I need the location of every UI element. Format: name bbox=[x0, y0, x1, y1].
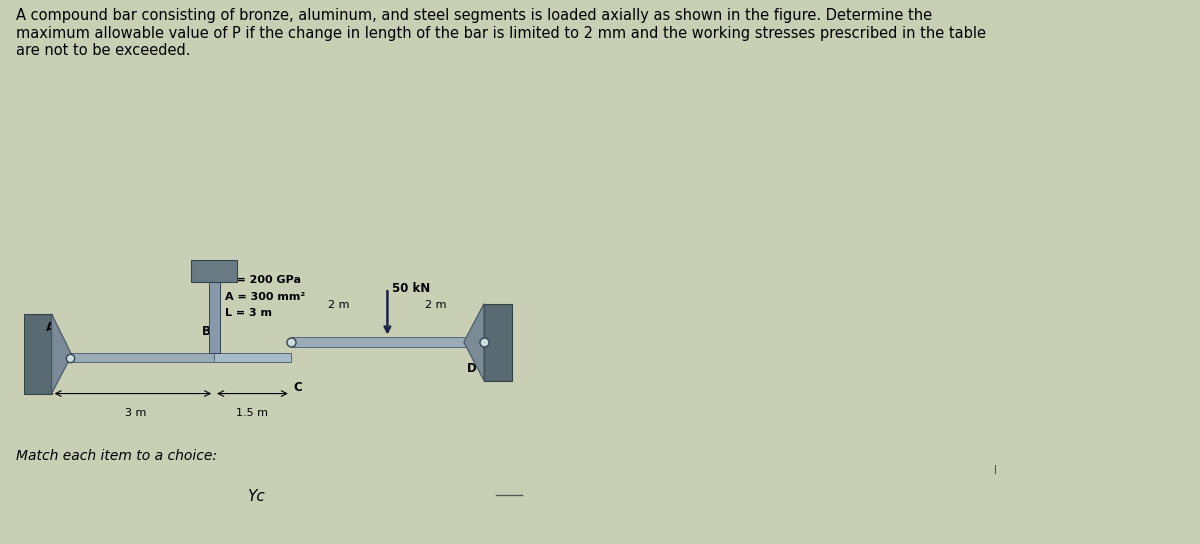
Text: A = 300 mm²: A = 300 mm² bbox=[226, 292, 306, 302]
Text: C: C bbox=[294, 381, 302, 394]
Bar bbox=[214, 353, 290, 362]
Text: Match each item to a choice:: Match each item to a choice: bbox=[16, 449, 216, 463]
Bar bbox=[24, 314, 52, 393]
Text: 3 m: 3 m bbox=[125, 408, 146, 418]
Text: 50 kN: 50 kN bbox=[392, 282, 431, 295]
Bar bbox=[191, 261, 238, 282]
Text: A compound bar consisting of bronze, aluminum, and steel segments is loaded axia: A compound bar consisting of bronze, alu… bbox=[16, 8, 985, 58]
Text: 2 m: 2 m bbox=[329, 300, 350, 310]
Text: 1.5 m: 1.5 m bbox=[236, 408, 269, 418]
Text: L = 3 m: L = 3 m bbox=[226, 308, 272, 318]
Bar bbox=[58, 353, 214, 362]
Bar bbox=[209, 268, 220, 353]
Text: 2 m: 2 m bbox=[425, 300, 446, 310]
Text: Yc: Yc bbox=[247, 489, 264, 504]
Text: D: D bbox=[467, 362, 476, 375]
Text: E = 200 GPa: E = 200 GPa bbox=[226, 275, 301, 285]
Polygon shape bbox=[52, 314, 72, 393]
Text: A: A bbox=[46, 322, 55, 335]
Bar bbox=[290, 337, 484, 347]
Polygon shape bbox=[463, 304, 484, 381]
Bar bbox=[484, 304, 511, 381]
Text: B: B bbox=[203, 325, 211, 338]
